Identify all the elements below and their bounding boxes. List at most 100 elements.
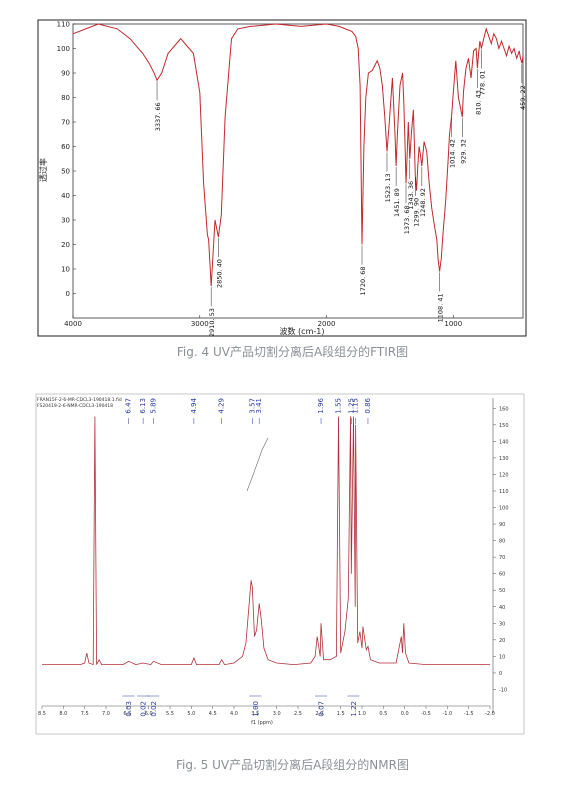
nmr-y-tick-label: 100 — [499, 506, 509, 512]
ftir-peak-label: 1451. 89 — [393, 188, 401, 217]
ftir-frame — [37, 19, 527, 337]
nmr-y-tick-label: 140 — [499, 439, 509, 445]
nmr-y-tick-label: 130 — [499, 456, 509, 462]
nmr-x-tick-label: 5.0 — [187, 711, 195, 717]
nmr-x-tick-label: 7.5 — [81, 711, 89, 717]
nmr-y-tick-label: 120 — [499, 472, 509, 478]
ftir-y-tick-label: 70 — [61, 119, 70, 127]
nmr-y-tick-label: 80 — [499, 539, 505, 545]
nmr-x-tick-label: -1.5 — [464, 711, 474, 717]
ftir-y-tick-label: 110 — [57, 21, 70, 29]
ftir-y-tick-label: 20 — [61, 241, 70, 249]
nmr-y-tick-label: -10 — [499, 687, 507, 693]
nmr-y-tick-label: 50 — [499, 588, 505, 594]
nmr-x-tick-label: 1.5 — [337, 711, 345, 717]
nmr-peak-label: 4.94 — [190, 397, 198, 413]
nmr-y-tick-label: 30 — [499, 621, 505, 627]
nmr-peak-label: 1.55 — [335, 398, 343, 414]
fig4-caption: Fig. 4 UV产品切割分离后A段组分的FTIR图 — [176, 345, 409, 359]
nmr-x-tick-label: 6.0 — [145, 711, 153, 717]
ftir-x-axis-label: 波数 (cm-1) — [280, 326, 325, 336]
nmr-y-tick-label: 70 — [499, 555, 505, 561]
ftir-y-tick-label: 10 — [61, 266, 70, 274]
nmr-integral-label: 1.00 — [252, 701, 260, 717]
nmr-frame — [35, 393, 525, 735]
nmr-x-tick-label: -2.0 — [485, 711, 495, 717]
nmr-peak-label: 1.96 — [317, 397, 325, 413]
nmr-figure: FRAN15F-2-6-MR-CDCL3-190418.1.fid FS2041… — [35, 393, 525, 735]
nmr-integral-label: 0.07 — [318, 701, 326, 717]
nmr-y-tick-label: 10 — [499, 654, 505, 660]
nmr-y-tick-label: 60 — [499, 572, 505, 578]
ftir-peak-label: 929. 32 — [459, 139, 467, 164]
nmr-x-tick-label: 2.0 — [315, 711, 323, 717]
nmr-y-tick-label: 0 — [499, 671, 502, 677]
ftir-peak-label: 1720. 68 — [359, 267, 367, 296]
nmr-header-line-2: FS20419-2-6-NMR-CDCL3-190418 — [37, 403, 113, 409]
nmr-y-tick-label: 150 — [499, 423, 509, 429]
ftir-y-tick-label: 40 — [61, 192, 70, 200]
ftir-x-tick-label: 2000 — [318, 320, 336, 328]
ftir-peak-label: 3337. 66 — [154, 102, 162, 131]
nmr-x-tick-label: 0.5 — [379, 711, 387, 717]
ftir-x-tick-label: 4000 — [64, 320, 82, 328]
ftir-y-tick-label: 100 — [57, 45, 70, 53]
ftir-y-tick-label: 90 — [61, 70, 70, 78]
nmr-x-tick-label: -1.0 — [442, 711, 452, 717]
ftir-peak-label: 1248. 92 — [419, 188, 427, 217]
ftir-y-tick-label: 50 — [61, 168, 70, 176]
ftir-peak-label: 459. 22 — [519, 85, 527, 110]
ftir-y-tick-label: 30 — [61, 217, 70, 225]
nmr-x-tick-label: 6.5 — [123, 711, 131, 717]
nmr-spectrum-line — [42, 416, 490, 666]
ftir-peak-label: 1343. 36 — [407, 181, 415, 210]
nmr-y-tick-label: 20 — [499, 638, 505, 644]
nmr-integral-label: 1.22 — [350, 701, 358, 717]
nmr-peak-label: 5.89 — [149, 398, 157, 414]
nmr-peak-label: 3.57 — [248, 398, 256, 414]
nmr-peak-label: 0.86 — [364, 397, 372, 413]
nmr-integral-label: 0.02 — [150, 701, 158, 717]
nmr-y-tick-label: 110 — [499, 489, 509, 495]
ftir-y-tick-label: 60 — [61, 143, 70, 151]
nmr-x-tick-label: 8.0 — [59, 711, 67, 717]
nmr-peak-label: 3.41 — [255, 398, 263, 414]
fig5-caption: Fig. 5 UV产品切割分离后A段组分的NMR图 — [176, 758, 409, 772]
ftir-spectrum-line — [72, 23, 524, 287]
nmr-y-tick-label: 90 — [499, 522, 505, 528]
ftir-peak-label: 2850. 40 — [215, 259, 223, 288]
ftir-peak-label: 1523. 13 — [384, 173, 392, 202]
nmr-peak-label: 4.29 — [218, 398, 226, 414]
ftir-y-axis-label: 透过率 — [38, 158, 48, 182]
nmr-x-tick-label: 2.5 — [294, 711, 302, 717]
ftir-peak-label: 1108. 41 — [437, 293, 445, 322]
nmr-x-axis-label: f1 (ppm) — [251, 720, 273, 726]
ftir-peak-label: 1373. 68 — [403, 205, 411, 234]
nmr-integral-label: 0.03 — [125, 701, 133, 717]
nmr-x-tick-label: 5.5 — [166, 711, 174, 717]
nmr-x-tick-label: 3.5 — [251, 711, 259, 717]
ftir-peak-label: 2910. 53 — [208, 308, 216, 337]
nmr-x-tick-label: 4.0 — [230, 711, 238, 717]
ftir-peak-label: 810. 43 — [474, 90, 482, 115]
nmr-peak-label: 6.13 — [139, 398, 147, 414]
ftir-peak-label: 1014. 42 — [449, 139, 457, 168]
ftir-y-tick-label: 80 — [61, 94, 70, 102]
nmr-x-tick-label: -0.5 — [421, 711, 431, 717]
nmr-integral-label: 0.02 — [140, 701, 148, 717]
nmr-peak-label: 6.47 — [125, 398, 133, 414]
nmr-integral-curve — [246, 437, 269, 492]
nmr-x-tick-label: 3.0 — [273, 711, 281, 717]
nmr-header-line-1: FRAN15F-2-6-MR-CDCL3-190418.1.fid — [37, 397, 122, 403]
nmr-y-tick-label: 40 — [499, 605, 505, 611]
nmr-peak-label: 1.25 — [347, 398, 355, 414]
ftir-peak-label: 778. 01 — [478, 71, 486, 96]
ftir-x-tick-label: 1000 — [444, 320, 462, 328]
nmr-x-tick-label: 8.5 — [38, 711, 46, 717]
nmr-x-tick-label: 7.0 — [102, 711, 110, 717]
ftir-figure: 0 10 20 30 40 50 60 70 80 90 100 110 4000 3000 2000 10… — [37, 19, 527, 337]
nmr-x-tick-label: 1.0 — [358, 711, 366, 717]
ftir-x-tick-label: 3000 — [191, 320, 209, 328]
nmr-y-tick-label: 160 — [499, 406, 509, 412]
ftir-peak-label: 1299. 90 — [412, 198, 420, 227]
